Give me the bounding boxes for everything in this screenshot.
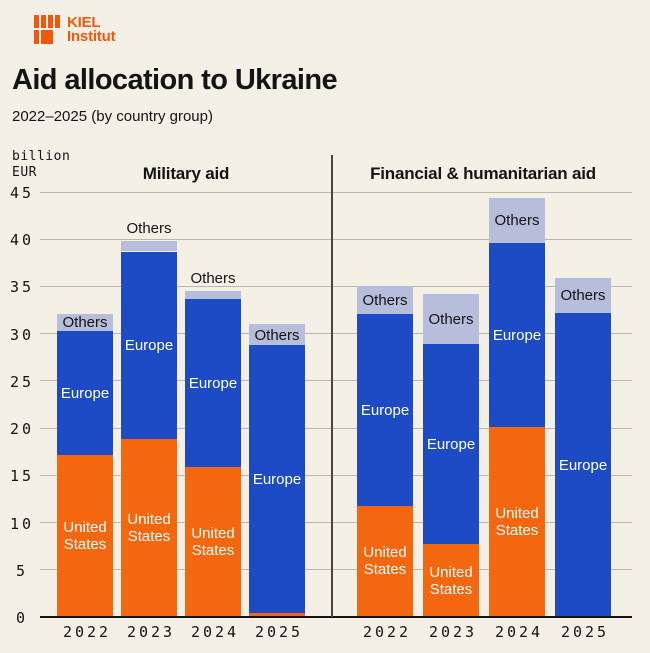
label-others: Others (62, 314, 108, 332)
label-europe: Europe (360, 401, 410, 419)
logo-line-1: KIEL (67, 14, 101, 31)
label-others: Others (560, 287, 606, 305)
bar-segment-others (423, 294, 479, 345)
gridline-45 (40, 191, 632, 193)
y-axis-unit-label: billion EUR (12, 149, 70, 181)
bar-segment-europe (357, 313, 413, 506)
label-others: Others (494, 212, 540, 230)
kiel-institut-logo: KIEL Institut (34, 14, 116, 45)
y-tick-0: 0 (15, 609, 29, 627)
label-europe: Europe (492, 327, 542, 345)
x-axis-line (40, 616, 632, 618)
panel-title-financial: Financial & humanitarian aid (370, 164, 596, 183)
unit-line-2: EUR (12, 165, 37, 180)
page-title: Aid allocation to Ukraine (12, 64, 338, 96)
bar-segment-europe (249, 345, 305, 614)
bar-segment-united-states (121, 439, 177, 617)
bar-segment-united-states (185, 466, 241, 617)
bar-segment-europe (185, 298, 241, 467)
bar-segment-others (357, 285, 413, 314)
gridline-15 (40, 474, 632, 476)
bar-segment-others (57, 313, 113, 331)
gridline-10 (40, 522, 632, 524)
bar-segment-europe (423, 344, 479, 545)
gridline-35 (40, 285, 632, 287)
gridline-40 (40, 238, 632, 240)
panel-title-military: Military aid (142, 164, 230, 183)
label-europe: Europe (60, 384, 110, 402)
x-tick-2025: 2025 (254, 623, 304, 641)
label-others: Others (254, 326, 300, 344)
gridline-25 (40, 380, 632, 382)
x-tick-2023: 2023 (428, 623, 478, 641)
x-tick-2023: 2023 (126, 623, 176, 641)
y-tick-40: 40 (9, 231, 35, 250)
bar-segment-united-states (57, 454, 113, 617)
bar-segment-united-states (357, 505, 413, 617)
label-europe: Europe (124, 337, 174, 355)
page-subtitle: 2022–2025 (by country group) (12, 108, 213, 125)
label-others: Others (362, 291, 408, 309)
bar-segment-europe (57, 330, 113, 455)
y-tick-5: 5 (15, 561, 29, 580)
gridline-5 (40, 569, 632, 571)
kiel-logo-icon (34, 15, 60, 44)
bar-segment-europe (555, 312, 611, 617)
label-united-states: United States (429, 563, 473, 598)
label-europe: Europe (188, 374, 238, 392)
bar-segment-united-states (489, 427, 545, 617)
unit-line-1: billion (12, 149, 71, 164)
y-tick-45: 45 (9, 184, 35, 202)
y-tick-10: 10 (9, 514, 35, 533)
label-others: Others (190, 270, 236, 288)
y-tick-15: 15 (9, 467, 35, 486)
label-united-states: United States (363, 544, 407, 579)
label-united-states: United States (63, 518, 107, 553)
label-europe: Europe (558, 456, 608, 474)
label-others: Others (126, 220, 172, 238)
y-tick-35: 35 (9, 278, 35, 297)
label-united-states: United States (191, 524, 235, 559)
label-europe: Europe (252, 471, 302, 489)
bar-segment-others (555, 277, 611, 313)
label-europe: Europe (426, 436, 476, 454)
x-tick-2022: 2022 (362, 623, 412, 641)
bar-segment-united-states (249, 613, 305, 617)
bar-segment-others (249, 324, 305, 345)
bar-segment-europe (121, 251, 177, 440)
y-tick-20: 20 (9, 420, 35, 439)
x-tick-2024: 2024 (190, 623, 240, 641)
y-tick-30: 30 (9, 325, 35, 344)
kiel-logo-wordmark: KIEL Institut (67, 14, 116, 45)
bar-segment-united-states (423, 544, 479, 617)
gridline-30 (40, 333, 632, 335)
label-united-states: United States (495, 505, 539, 540)
x-tick-2025: 2025 (560, 623, 610, 641)
gridline-20 (40, 427, 632, 429)
bar-segment-others (121, 241, 177, 252)
panel-divider-line (331, 155, 333, 617)
logo-line-2: Institut (67, 28, 116, 45)
x-tick-2022: 2022 (62, 623, 112, 641)
bar-segment-others (489, 197, 545, 243)
x-tick-2024: 2024 (494, 623, 544, 641)
bar-segment-others (185, 291, 241, 299)
label-united-states: United States (127, 511, 171, 546)
bar-segment-europe (489, 243, 545, 428)
label-others: Others (428, 311, 474, 329)
y-tick-25: 25 (9, 372, 35, 391)
